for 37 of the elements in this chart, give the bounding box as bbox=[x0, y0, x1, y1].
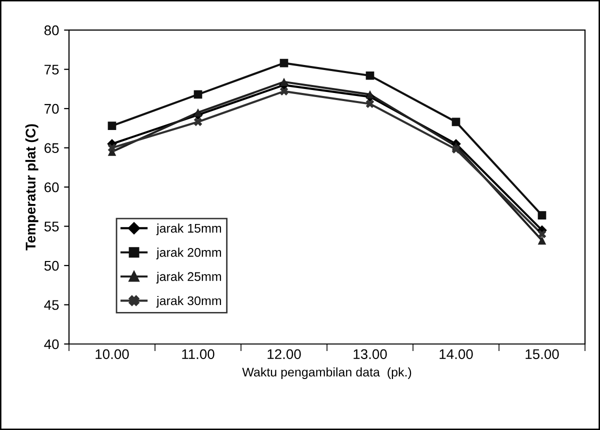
x-tick-label: 10.00 bbox=[96, 349, 129, 360]
x-axis-title: Waktu pengambilan data (pk.) bbox=[242, 367, 412, 380]
point bbox=[452, 145, 460, 154]
point bbox=[452, 118, 460, 126]
point bbox=[194, 118, 202, 126]
y-axis-title: Temperatur plat (C) bbox=[25, 124, 38, 250]
x-tick-label: 15.00 bbox=[526, 349, 559, 360]
point bbox=[194, 108, 202, 117]
x-tick-label: 12.00 bbox=[268, 349, 301, 360]
y-tick-label: 80 bbox=[44, 25, 59, 36]
y-tick-label: 55 bbox=[44, 222, 59, 232]
y-tick-label: 75 bbox=[44, 64, 59, 75]
point bbox=[280, 58, 288, 68]
x-tick-label: 14.00 bbox=[440, 349, 473, 360]
legend-label: jarak 25mm bbox=[156, 272, 221, 284]
point bbox=[108, 144, 116, 152]
point bbox=[280, 87, 288, 96]
point bbox=[538, 230, 546, 238]
point bbox=[108, 122, 116, 130]
legend-label: jarak 20mm bbox=[156, 248, 221, 260]
x-tick-label: 11.00 bbox=[182, 349, 214, 360]
point bbox=[366, 90, 374, 99]
legend-label: jarak 15mm bbox=[156, 224, 221, 236]
y-tick-label: 50 bbox=[44, 260, 59, 271]
y-tick-label: 45 bbox=[44, 300, 59, 310]
legend-label: jarak 30mm bbox=[156, 296, 221, 308]
y-tick-label: 60 bbox=[44, 182, 59, 192]
point bbox=[538, 236, 546, 245]
point bbox=[538, 211, 546, 220]
y-tick-label: 40 bbox=[44, 339, 59, 350]
point bbox=[194, 90, 202, 99]
point bbox=[366, 71, 374, 80]
point bbox=[280, 78, 288, 86]
point bbox=[366, 100, 374, 108]
x-tick-label: 13.00 bbox=[354, 349, 387, 360]
y-tick-label: 70 bbox=[44, 104, 59, 114]
y-tick-label: 65 bbox=[44, 143, 59, 153]
